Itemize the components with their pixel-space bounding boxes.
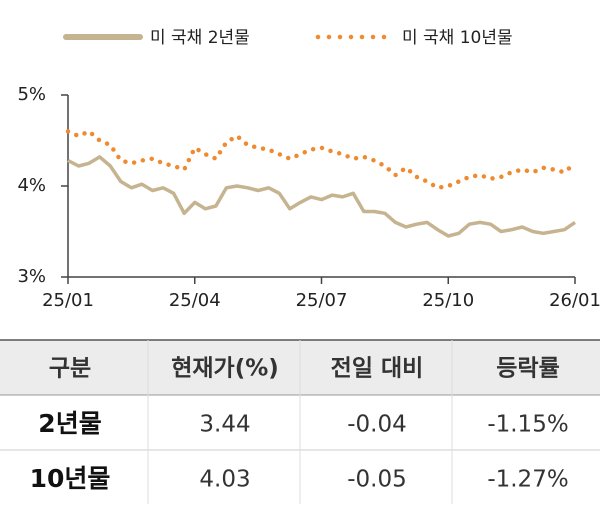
x-tick-label: 26/01 — [549, 290, 600, 311]
x-tick-label: 25/01 — [42, 290, 94, 311]
x-tick-label: 25/10 — [422, 290, 474, 311]
table-cell: 3.44 — [199, 412, 250, 438]
series-line — [65, 129, 578, 191]
table-col-borders — [147, 340, 453, 504]
legend-label: 미 국채 2년물 — [150, 28, 250, 48]
legend-label: 미 국채 10년물 — [402, 28, 513, 48]
table-header-cell: 등락률 — [496, 356, 559, 382]
table-header-cell: 전일 대비 — [331, 356, 424, 382]
table-cell: -1.15% — [487, 412, 568, 438]
x-tick-label: 25/07 — [296, 290, 348, 311]
row-label: 2년물 — [38, 409, 101, 438]
series-line — [67, 155, 576, 238]
row-label: 10년물 — [30, 464, 111, 493]
x-tick-label: 25/04 — [169, 290, 221, 311]
table-cell: -0.05 — [347, 467, 407, 493]
y-tick-label: 4% — [17, 175, 46, 196]
table-cell: 4.03 — [199, 467, 250, 493]
y-tick-label: 3% — [17, 266, 46, 287]
table-header-cell: 구분 — [49, 356, 91, 382]
table-header-cell: 현재가(%) — [171, 356, 279, 382]
y-tick-label: 5% — [17, 84, 46, 105]
table-cell: -1.27% — [487, 467, 568, 493]
table-cell: -0.04 — [347, 412, 407, 438]
